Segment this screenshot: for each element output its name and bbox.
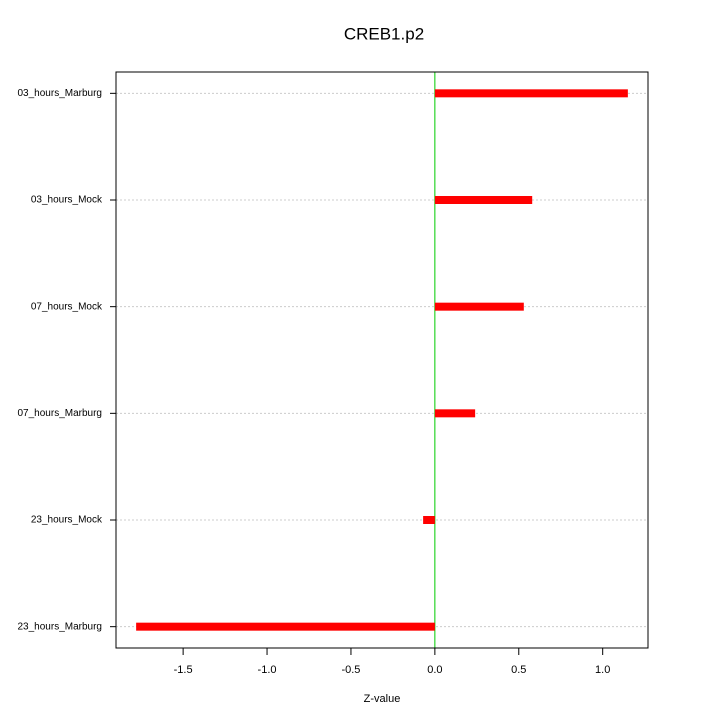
x-tick-label: -0.5 [341, 664, 360, 676]
x-tick-label: 0.0 [427, 664, 442, 676]
bar [423, 516, 435, 524]
bar [136, 622, 435, 631]
y-tick-label: 03_hours_Mock [31, 195, 103, 206]
x-axis-label: Z-value [364, 693, 401, 705]
y-tick-label: 23_hours_Marburg [18, 621, 103, 632]
x-tick-label: 0.5 [511, 664, 526, 676]
y-tick-label: 07_hours_Marburg [18, 408, 103, 419]
bar [434, 89, 628, 98]
y-tick-label: 07_hours_Mock [31, 301, 103, 312]
bar [434, 302, 524, 311]
bar [434, 409, 476, 418]
bar [434, 196, 533, 204]
x-tick-label: -1.0 [258, 664, 277, 676]
x-tick-label: -1.5 [174, 664, 193, 676]
x-tick-label: 1.0 [595, 664, 610, 676]
y-tick-label: 03_hours_Marburg [18, 88, 103, 99]
y-tick-label: 23_hours_Mock [31, 515, 103, 526]
chart-title: CREB1.p2 [344, 24, 424, 43]
plot-frame [115, 71, 649, 649]
